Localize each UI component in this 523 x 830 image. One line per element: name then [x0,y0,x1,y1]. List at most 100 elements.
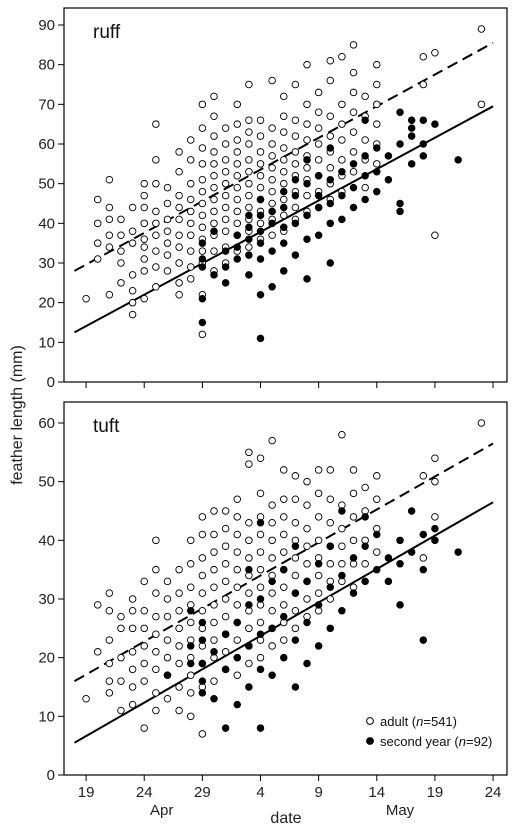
point-second-year-tuft [221,724,230,732]
point-adult-tuft [291,518,300,527]
point-second-year-tuft [396,601,404,609]
point-adult-tuft [233,495,241,504]
y-tick-label-ruff: 60 [38,136,55,153]
point-adult-ruff [175,231,183,239]
point-second-year-ruff [198,255,207,263]
point-adult-ruff [117,279,125,287]
point-adult-ruff [93,195,102,204]
point-adult-ruff [256,219,265,228]
point-adult-tuft [314,489,323,498]
point-second-year-ruff [221,247,230,255]
point-adult-tuft [268,518,276,527]
point-adult-ruff [233,195,241,204]
x-tick-label: 24 [485,784,502,801]
point-second-year-tuft [396,536,404,545]
point-adult-ruff [314,124,323,132]
point-second-year-ruff [326,219,335,228]
point-second-year-ruff [268,219,276,228]
point-adult-ruff [186,195,195,204]
point-adult-ruff [198,223,207,232]
point-second-year-ruff [314,203,323,212]
point-adult-tuft [152,665,160,674]
point-adult-tuft [256,618,265,627]
point-adult-tuft [349,489,358,498]
panel-title-ruff: ruff [93,22,121,43]
point-adult-ruff [349,88,358,97]
legend-label-second-year: second year (n=92) [380,734,492,749]
point-adult-ruff [303,120,311,128]
point-adult-tuft [221,595,230,603]
point-adult-ruff [210,160,218,168]
point-second-year-tuft [384,554,393,562]
point-adult-tuft [221,577,230,586]
point-second-year-ruff [419,152,428,160]
point-adult-tuft [152,630,160,638]
point-adult-ruff [314,88,323,97]
point-adult-tuft [303,595,311,603]
point-adult-ruff [128,239,137,247]
point-adult-tuft [303,560,311,568]
point-adult-ruff [210,112,218,120]
point-adult-ruff [210,171,218,180]
point-adult-tuft [117,624,125,633]
point-adult-ruff [152,207,160,216]
point-adult-ruff [105,243,114,251]
point-second-year-tuft [326,583,335,592]
point-second-year-tuft [221,665,230,674]
point-adult-ruff [105,231,114,239]
legend-marker-second-year [366,737,374,745]
point-adult-ruff [186,207,195,216]
point-adult-ruff [140,219,148,228]
point-adult-tuft [221,524,230,533]
point-adult-tuft [245,589,253,597]
point-second-year-ruff [349,183,358,192]
point-second-year-tuft [291,636,300,644]
point-second-year-tuft [256,595,265,603]
point-second-year-ruff [198,239,207,247]
point-adult-tuft [268,606,276,615]
point-second-year-ruff [419,116,428,124]
point-adult-tuft [210,548,218,556]
point-adult-ruff [128,271,137,279]
y-tick-label-tuft: 0 [47,767,55,784]
point-second-year-tuft [256,724,265,732]
point-adult-ruff [245,179,253,188]
point-adult-ruff [349,128,358,136]
point-second-year-ruff [280,267,288,275]
point-adult-tuft [280,513,288,521]
point-second-year-ruff [256,195,265,204]
point-adult-tuft [431,477,439,486]
point-adult-ruff [233,160,241,168]
point-adult-ruff [93,239,102,247]
point-second-year-ruff [454,156,462,164]
point-adult-ruff [210,207,218,216]
point-adult-ruff [280,211,288,220]
point-second-year-tuft [233,618,241,627]
point-adult-ruff [291,160,300,168]
point-adult-tuft [198,530,207,539]
point-adult-ruff [210,148,218,156]
point-adult-ruff [140,203,148,212]
y-tick-label-ruff: 70 [38,96,55,113]
point-adult-ruff [280,112,288,120]
point-second-year-tuft [256,630,265,638]
point-adult-tuft [303,524,311,533]
point-adult-ruff [361,136,369,144]
point-adult-ruff [256,116,265,124]
point-adult-tuft [373,472,381,480]
point-adult-ruff [373,60,381,69]
point-adult-tuft [326,518,335,527]
point-adult-ruff [233,207,241,216]
point-adult-ruff [221,140,230,148]
point-adult-tuft [256,583,265,592]
point-adult-ruff [117,215,125,224]
point-second-year-ruff [361,195,369,204]
x-tick-label: 9 [314,784,322,801]
point-second-year-tuft [361,542,369,550]
point-adult-tuft [256,454,265,462]
point-adult-ruff [140,294,148,303]
point-adult-tuft [280,583,288,592]
panel-frame-ruff [63,7,508,383]
point-adult-ruff [338,136,346,144]
